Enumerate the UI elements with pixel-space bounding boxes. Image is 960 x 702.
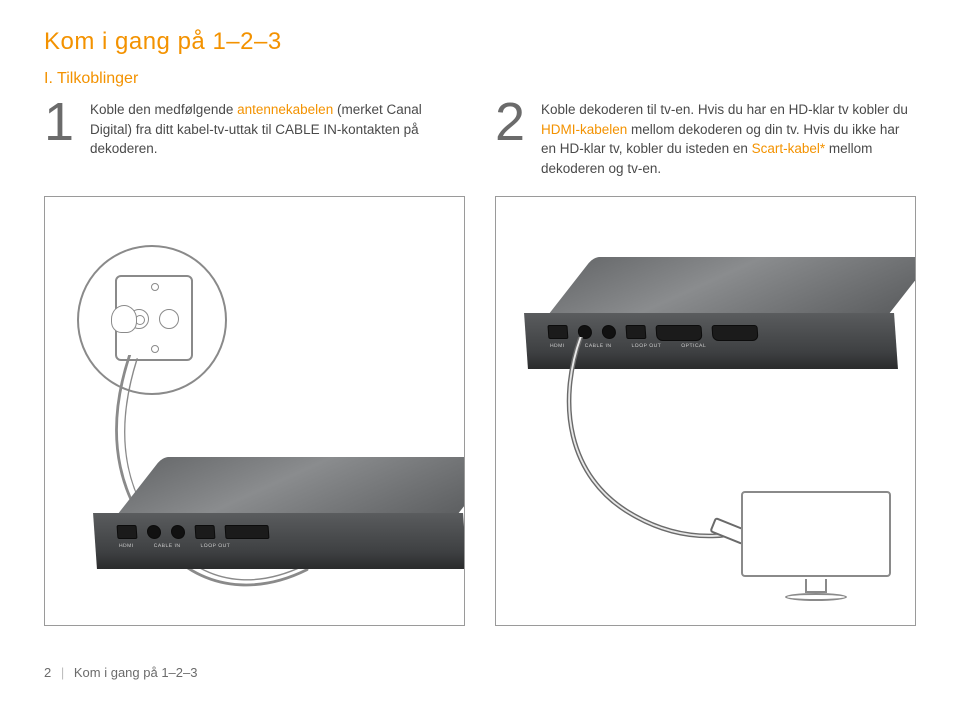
decoder-device: HDMI CABLE IN LOOP OUT OPTICAL [536,257,896,377]
step-1: 1 Koble den medfølgende antennekabelen (… [44,98,465,178]
decoder-port-labels: HDMI CABLE IN LOOP OUT OPTICAL [550,343,707,349]
step-2-scart: Scart-kabel* [752,141,826,156]
tv-screen [741,491,891,577]
decoder-front [524,313,898,369]
illustration-row: HDMI CABLE IN LOOP OUT [44,196,916,626]
step-2-number: 2 [495,98,531,147]
decoder-front [93,513,465,569]
decoder-ports [547,325,758,341]
port-label: OPTICAL [681,343,706,349]
port-label: HDMI [119,543,134,549]
port-label: LOOP OUT [200,543,230,549]
scart-port-icon [711,325,758,341]
port-label: LOOP OUT [631,343,661,349]
coax-connector-icon [111,305,137,333]
illustration-1: HDMI CABLE IN LOOP OUT [44,196,465,626]
step-2-hdmi: HDMI-kabelen [541,122,627,137]
footer-text: Kom i gang på 1–2–3 [74,665,198,680]
hdmi-port-icon [547,325,568,339]
step-1-text: Koble den medfølgende antennekabelen (me… [90,98,465,159]
page: Kom i gang på 1–2–3 I. Tilkoblinger 1 Ko… [0,0,960,626]
step-1-highlight: antennekabelen [237,102,333,117]
wall-outlet-plate [115,275,193,361]
step-1-number: 1 [44,98,80,147]
tv-neck [805,579,827,593]
scart-port-icon [225,525,270,539]
scart-port-icon [655,325,702,341]
coax-jack-icon [159,309,179,329]
footer-separator: | [61,665,64,680]
tv-monitor-icon [741,491,891,601]
page-title: Kom i gang på 1–2–3 [44,28,916,56]
port-label: CABLE IN [154,543,181,549]
tv-base [785,593,847,601]
coax-port-icon [601,325,616,339]
coax-port-icon [171,525,186,539]
step-2-l1-before: Koble dekoderen til tv-en. Hvis du har e… [541,102,908,117]
step-columns: 1 Koble den medfølgende antennekabelen (… [44,98,916,178]
optical-port-icon [195,525,216,539]
port-label: CABLE IN [585,343,612,349]
step-2-text: Koble dekoderen til tv-en. Hvis du har e… [541,98,916,178]
decoder-ports [117,525,270,539]
decoder-device: HDMI CABLE IN LOOP OUT [105,457,465,577]
illustration-2: HDMI CABLE IN LOOP OUT OPTICAL [495,196,916,626]
footer-page-number: 2 [44,665,51,680]
coax-port-icon [147,525,162,539]
step-1-before: Koble den medfølgende [90,102,237,117]
decoder-top [547,257,916,317]
hdmi-port-icon [117,525,138,539]
page-footer: 2 | Kom i gang på 1–2–3 [44,665,197,680]
screw-icon [151,283,159,291]
decoder-top [116,457,465,517]
decoder-port-labels: HDMI CABLE IN LOOP OUT [119,543,231,549]
optical-port-icon [625,325,646,339]
screw-icon [151,345,159,353]
section-label: I. Tilkoblinger [44,70,916,88]
coax-port-icon [577,325,592,339]
port-label: HDMI [550,343,565,349]
step-2: 2 Koble dekoderen til tv-en. Hvis du har… [495,98,916,178]
